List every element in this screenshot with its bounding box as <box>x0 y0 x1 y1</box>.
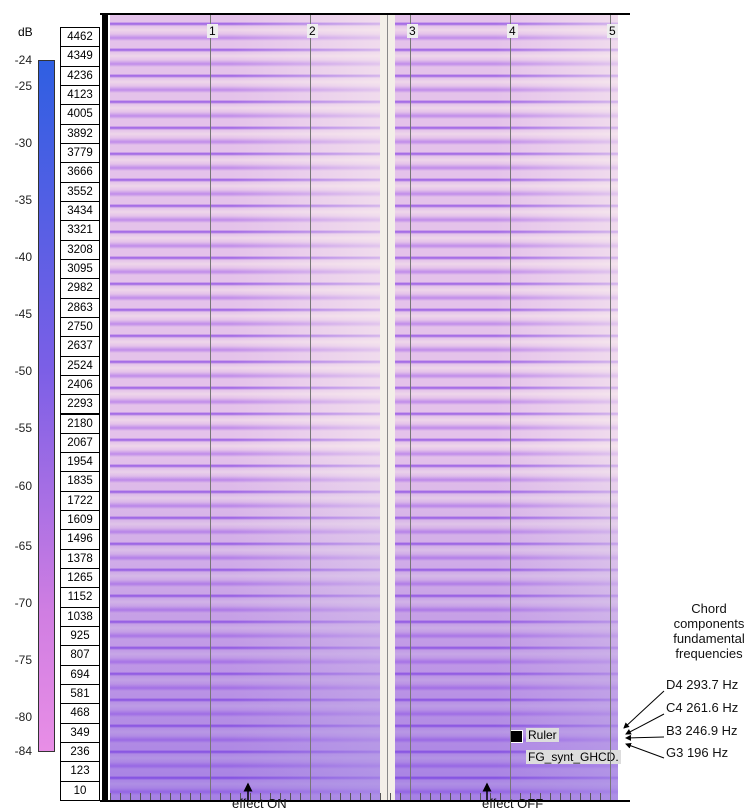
frequency-label: 468 <box>60 703 100 724</box>
annotation-title: Chord components fundamental frequencies <box>673 601 745 661</box>
frequency-label: 4349 <box>60 46 100 67</box>
frequency-label: 3892 <box>60 123 100 144</box>
time-gridline <box>210 15 211 800</box>
top-border <box>100 13 630 15</box>
frequency-label: 1152 <box>60 587 100 608</box>
time-gridline <box>610 15 611 800</box>
time-label: 2 <box>307 24 318 38</box>
frequency-label: 1954 <box>60 452 100 473</box>
db-unit: dB <box>18 25 33 39</box>
frequency-label: 3666 <box>60 162 100 183</box>
db-label: -30 <box>14 136 32 150</box>
note-label: B3 246.9 Hz <box>666 723 738 738</box>
spectrogram-clip <box>395 15 618 800</box>
frequency-label: 2637 <box>60 336 100 357</box>
frequency-label: 1265 <box>60 568 100 589</box>
frequency-label: 3321 <box>60 220 100 241</box>
frequency-label: 349 <box>60 722 100 743</box>
db-label: -55 <box>14 421 32 435</box>
frequency-label: 925 <box>60 626 100 647</box>
frequency-label: 2180 <box>60 413 100 434</box>
frequency-label: 1835 <box>60 471 100 492</box>
note-label: G3 196 Hz <box>666 745 729 760</box>
db-label: -70 <box>14 596 32 610</box>
db-label: -24 <box>14 53 32 67</box>
note-label: C4 261.6 Hz <box>666 700 739 715</box>
frequency-label: 3779 <box>60 142 100 164</box>
bottom-border <box>100 800 630 802</box>
frequency-label: 236 <box>60 742 100 763</box>
frequency-label: 2863 <box>60 297 100 318</box>
frequency-label: 807 <box>60 645 100 666</box>
frequency-label: 2750 <box>60 316 100 338</box>
clip-name: FG_synt_GHCD. <box>526 750 621 764</box>
db-label: -45 <box>14 307 32 321</box>
frequency-label: 123 <box>60 761 100 782</box>
frequency-label: 4462 <box>60 27 100 48</box>
time-gridline <box>310 15 311 800</box>
time-label: 5 <box>607 24 618 38</box>
note-label: D4 293.7 Hz <box>666 677 739 692</box>
ruler-ticks <box>110 793 618 800</box>
frequency-label: 2067 <box>60 432 100 454</box>
frequency-label: 4005 <box>60 104 100 125</box>
db-label: -25 <box>14 79 32 93</box>
color-bar <box>38 60 55 752</box>
frequency-label: 1722 <box>60 490 100 512</box>
ruler-label: Ruler <box>526 728 559 742</box>
time-label: 1 <box>207 24 218 38</box>
spectrogram-clip <box>110 15 380 800</box>
frequency-label: 2293 <box>60 394 100 415</box>
time-gridline <box>510 15 511 800</box>
clip-edge <box>387 15 388 800</box>
db-label: -35 <box>14 193 32 207</box>
frequency-label: 1496 <box>60 529 100 550</box>
arrow <box>625 742 665 759</box>
frequency-label: 2406 <box>60 374 100 396</box>
arrow <box>623 690 665 729</box>
frequency-label: 2524 <box>60 355 100 376</box>
effect-on-label: effect ON <box>232 796 287 811</box>
frequency-label: 1378 <box>60 548 100 570</box>
arrow <box>625 734 665 741</box>
frequency-label: 3095 <box>60 258 100 280</box>
frequency-label: 4236 <box>60 65 100 86</box>
time-gridline <box>410 15 411 800</box>
db-label: -80 <box>14 710 32 724</box>
frequency-label: 3434 <box>60 200 100 222</box>
frequency-label: 3552 <box>60 181 100 202</box>
db-label: -50 <box>14 364 32 378</box>
frequency-label: 694 <box>60 664 100 686</box>
frequency-label: 10 <box>60 780 100 801</box>
db-label: -75 <box>14 653 32 667</box>
db-label: -60 <box>14 479 32 493</box>
time-label: 4 <box>507 24 518 38</box>
divider <box>102 14 108 801</box>
frequency-label: 2982 <box>60 278 100 299</box>
frequency-label: 3208 <box>60 239 100 260</box>
db-label: -84 <box>14 744 32 758</box>
db-label: -65 <box>14 539 32 553</box>
db-label: -40 <box>14 250 32 264</box>
arrow <box>625 713 665 735</box>
time-label: 3 <box>407 24 418 38</box>
effect-off-label: effect OFF <box>482 796 544 811</box>
frequency-label: 4123 <box>60 84 100 106</box>
frequency-label: 1038 <box>60 606 100 628</box>
frequency-label: 581 <box>60 684 100 705</box>
frequency-label: 1609 <box>60 510 100 531</box>
